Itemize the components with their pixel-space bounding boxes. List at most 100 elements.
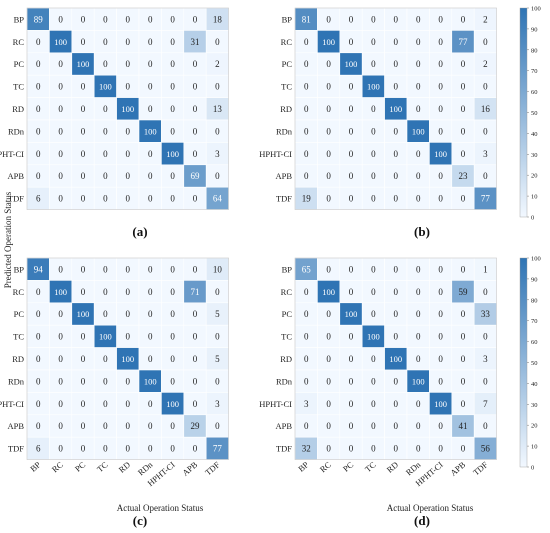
- y-tick-label: APB: [7, 171, 24, 181]
- cell-value-label: 100: [389, 354, 402, 364]
- cell-value-label: 0: [349, 444, 354, 454]
- cell-value-label: 0: [170, 376, 175, 386]
- y-tick-label: PC: [14, 309, 25, 319]
- cell-value-label: 0: [349, 126, 354, 136]
- cell-value-label: 0: [394, 264, 399, 274]
- cell-value-label: 0: [81, 399, 86, 409]
- cell-value-label: 0: [58, 421, 63, 431]
- y-tick-label: RD: [280, 354, 292, 364]
- cell-value-label: 77: [481, 194, 491, 204]
- cell-value-label: 0: [461, 126, 466, 136]
- cell-value-label: 0: [170, 354, 175, 364]
- cell-value-label: 0: [349, 171, 354, 181]
- cell-value-label: 0: [394, 376, 399, 386]
- cell-value-label: 0: [326, 82, 331, 92]
- cell-value-label: 0: [126, 332, 131, 342]
- cell-value-label: 0: [461, 309, 466, 319]
- cell-value-label: 0: [304, 376, 309, 386]
- cell-value-label: 0: [438, 421, 443, 431]
- cell-value-label: 0: [416, 194, 421, 204]
- x-tick-label: RD: [117, 459, 132, 474]
- cell-value-label: 0: [326, 194, 331, 204]
- cell-value-label: 100: [367, 82, 380, 92]
- y-tick-label: RD: [12, 104, 24, 114]
- cell-value-label: 0: [170, 104, 175, 114]
- cell-value-label: 0: [58, 59, 63, 69]
- cell-value-label: 0: [36, 376, 41, 386]
- cell-value-label: 0: [103, 37, 108, 47]
- cell-value-label: 0: [193, 194, 198, 204]
- cell-value-label: 0: [103, 287, 108, 297]
- cell-value-label: 0: [58, 149, 63, 159]
- cell-value-label: 0: [416, 149, 421, 159]
- cell-value-label: 0: [148, 194, 153, 204]
- cell-value-label: 0: [36, 287, 41, 297]
- cell-value-label: 0: [304, 59, 309, 69]
- cell-value-label: 0: [193, 126, 198, 136]
- cell-value-label: 0: [58, 264, 63, 274]
- y-tick-label: PC: [282, 59, 293, 69]
- cell-value-label: 100: [121, 354, 134, 364]
- cell-value-label: 0: [36, 82, 41, 92]
- y-tick-label: TC: [281, 332, 292, 342]
- colorbar-tick-label: 60: [531, 339, 538, 346]
- cell-value-label: 16: [481, 104, 491, 114]
- cell-value-label: 0: [326, 354, 331, 364]
- cell-value-label: 0: [304, 354, 309, 364]
- colorbar-tick-label: 90: [531, 26, 538, 33]
- cell-value-label: 0: [326, 104, 331, 114]
- x-tick-label: APB: [180, 459, 199, 478]
- cell-value-label: 0: [193, 264, 198, 274]
- cell-value-label: 0: [215, 37, 220, 47]
- cell-value-label: 0: [103, 126, 108, 136]
- y-tick-label: BP: [282, 14, 293, 24]
- cell-value-label: 0: [371, 264, 376, 274]
- cell-value-label: 0: [438, 309, 443, 319]
- cell-value-label: 41: [459, 421, 468, 431]
- cell-value-label: 23: [459, 171, 469, 181]
- cell-value-label: 100: [166, 399, 179, 409]
- cell-value-label: 0: [148, 264, 153, 274]
- cell-value-label: 0: [461, 104, 466, 114]
- x-tick-label: RC: [318, 459, 333, 474]
- colorbar-bar: [519, 7, 528, 218]
- cell-value-label: 0: [326, 126, 331, 136]
- cell-value-label: 0: [349, 149, 354, 159]
- cell-value-label: 59: [459, 287, 469, 297]
- cell-value-label: 0: [349, 104, 354, 114]
- cell-value-label: 0: [326, 332, 331, 342]
- heatmap-frame: [26, 257, 229, 460]
- cell-value-label: 0: [326, 59, 331, 69]
- cell-value-label: 0: [438, 354, 443, 364]
- cell-value-label: 0: [193, 59, 198, 69]
- cell-value-label: 0: [126, 82, 131, 92]
- cell-value-label: 3: [483, 149, 488, 159]
- colorbar-bar: [519, 257, 528, 468]
- cell-value-label: 0: [170, 14, 175, 24]
- cell-value-label: 0: [461, 264, 466, 274]
- cell-value-label: 0: [438, 126, 443, 136]
- cell-value-label: 0: [304, 309, 309, 319]
- x-tick-label: TDF: [471, 459, 490, 477]
- x-tick-label: TC: [363, 459, 378, 474]
- cell-value-label: 56: [481, 444, 491, 454]
- cell-value-label: 0: [326, 171, 331, 181]
- cell-value-label: 0: [148, 82, 153, 92]
- y-tick-label: RC: [13, 287, 25, 297]
- cell-value-label: 0: [438, 376, 443, 386]
- cell-value-label: 0: [193, 14, 198, 24]
- cell-value-label: 0: [416, 399, 421, 409]
- cell-value-label: 0: [58, 354, 63, 364]
- cell-value-label: 2: [483, 14, 488, 24]
- cell-value-label: 100: [99, 332, 112, 342]
- cell-value-label: 0: [170, 171, 175, 181]
- cell-value-label: 0: [304, 149, 309, 159]
- cell-value-label: 100: [322, 287, 335, 297]
- x-tick-label: PC: [341, 459, 356, 474]
- cell-value-label: 0: [349, 332, 354, 342]
- cell-value-label: 0: [416, 14, 421, 24]
- cell-value-label: 89: [34, 14, 44, 24]
- cell-value-label: 0: [394, 37, 399, 47]
- x-tick-label: APB: [448, 459, 467, 478]
